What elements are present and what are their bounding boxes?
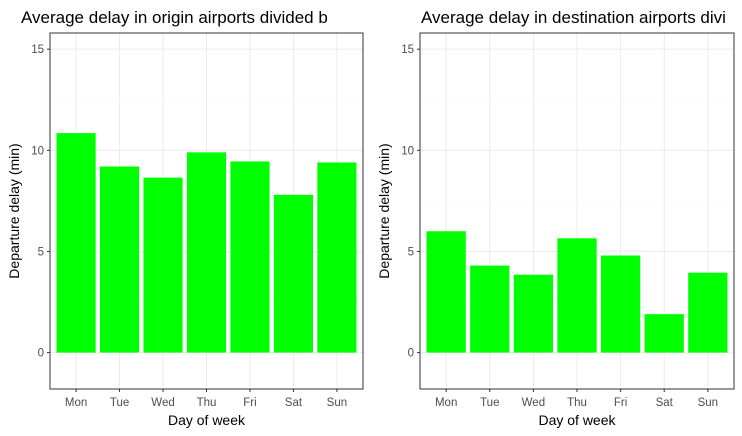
bar-sat [273,194,314,353]
y-tick-label: 0 [408,348,414,360]
y-axis-title: Departure delay (min) [6,143,22,278]
x-tick-label: Wed [522,397,545,409]
bars [56,133,357,353]
bar-tue [470,265,510,353]
chart-title: Average delay in destination airports di… [421,8,726,27]
x-tick-label: Sat [656,397,674,409]
x-tick-label: Wed [151,397,174,409]
destination-delay-chart: Average delay in destination airports di… [376,8,735,428]
bar-tue [99,166,140,353]
bar-sun [317,162,357,353]
bar-fri [230,161,270,353]
bar-sun [688,272,728,353]
bar-thu [557,238,597,353]
origin-delay-chart: Average delay in origin airports divided… [6,8,364,428]
x-axis-title: Day of week [168,412,246,428]
axes: 0 5 10 15 Mon Tue Wed Thu Fri Sat Sun [401,44,718,409]
y-tick-label: 0 [38,348,44,360]
x-tick-label: Fri [243,397,256,409]
bar-sat [644,314,684,353]
y-tick-label: 15 [31,44,44,56]
axes: 0 5 10 15 Mon Tue Wed Thu Fri Sat Sun [31,44,347,409]
x-tick-label: Fri [614,397,627,409]
x-tick-label: Tue [480,397,499,409]
y-tick-label: 5 [408,246,414,258]
y-tick-label: 10 [31,145,44,157]
bar-fri [600,255,641,353]
x-axis-title: Day of week [538,412,616,428]
y-tick-label: 15 [401,44,414,56]
x-tick-label: Tue [110,397,129,409]
x-tick-label: Mon [65,397,87,409]
bar-mon [56,133,96,353]
bar-wed [513,274,554,353]
bars [426,231,728,353]
y-tick-label: 10 [401,145,414,157]
x-tick-label: Thu [567,397,587,409]
y-axis-title: Departure delay (min) [376,143,392,278]
bar-wed [143,177,183,353]
chart-title: Average delay in origin airports divided… [21,8,328,27]
x-tick-label: Sun [698,397,718,409]
y-tick-label: 5 [38,246,44,258]
bar-thu [186,152,227,353]
x-tick-label: Sun [327,397,347,409]
x-tick-label: Thu [197,397,217,409]
bar-mon [426,231,466,353]
x-tick-label: Sat [285,397,303,409]
x-tick-label: Mon [435,397,457,409]
